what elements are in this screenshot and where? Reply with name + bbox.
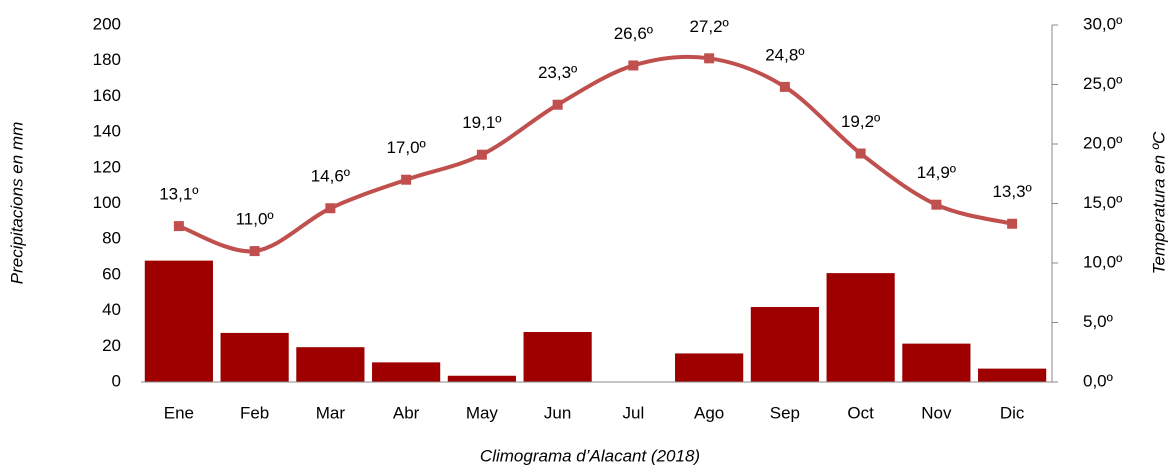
- data-label: 26,6º: [614, 24, 653, 43]
- data-label: 23,3º: [538, 63, 577, 82]
- marker: [779, 81, 790, 92]
- y2-tick-label: 5,0º: [1083, 312, 1113, 331]
- marker: [325, 203, 336, 214]
- data-label: 19,2º: [841, 112, 880, 131]
- x-tick-label: Nov: [921, 403, 952, 422]
- y-tick-label: 180: [93, 50, 121, 69]
- y-tick-label: 40: [102, 300, 121, 319]
- x-tick-label: Dic: [1000, 403, 1025, 422]
- marker: [249, 246, 260, 257]
- marker: [476, 149, 487, 160]
- line: [178, 54, 1013, 254]
- y2-tick-label: 15,0º: [1083, 193, 1122, 212]
- data-label: 19,1º: [462, 113, 501, 132]
- y-tick-label: 120: [93, 157, 121, 176]
- x-tick-label: Mar: [316, 403, 346, 422]
- bar: [902, 343, 971, 382]
- y-tick-label: 0: [112, 371, 121, 390]
- bar: [826, 273, 895, 382]
- y-tick-label: 200: [93, 14, 121, 33]
- y-tick-label: 80: [102, 229, 121, 248]
- x-tick-label: Jul: [623, 403, 645, 422]
- x-tick-label: Abr: [393, 403, 420, 422]
- y-tick-label: 140: [93, 122, 121, 141]
- marker: [931, 199, 942, 210]
- x-tick-label: Oct: [847, 403, 874, 422]
- bar: [144, 260, 213, 382]
- y2-tick-label: 20,0º: [1083, 133, 1122, 152]
- bar: [447, 375, 516, 382]
- data-label: 11,0º: [236, 210, 274, 229]
- marker: [173, 221, 184, 232]
- data-label: 24,8º: [765, 45, 804, 64]
- marker: [401, 174, 412, 185]
- bar: [675, 353, 744, 382]
- data-label: 14,9º: [917, 163, 956, 182]
- bar: [372, 362, 441, 382]
- y2-tick-label: 0,0º: [1083, 371, 1113, 390]
- x-tick-label: Ago: [694, 403, 724, 422]
- marker: [552, 99, 563, 110]
- x-tick-label: May: [466, 403, 499, 422]
- marker: [1007, 218, 1018, 229]
- data-label: 17,0º: [386, 138, 425, 157]
- marker: [855, 148, 866, 159]
- data-label: 13,3º: [992, 182, 1031, 201]
- x-tick-label: Jun: [544, 403, 571, 422]
- data-label: 27,2º: [689, 17, 728, 36]
- data-label: 13,1º: [159, 185, 198, 204]
- bar: [750, 307, 819, 382]
- y2-axis-label: Temperatura en ºC: [1149, 131, 1168, 274]
- data-label: 14,6º: [311, 167, 350, 186]
- bar: [220, 332, 289, 382]
- y2-tick-label: 10,0º: [1083, 252, 1122, 271]
- y-axis-label: Precipitacions en mm: [7, 122, 26, 285]
- y2-tick-label: 25,0º: [1083, 74, 1122, 93]
- y-tick-label: 20: [102, 336, 121, 355]
- marker: [704, 53, 715, 64]
- y-tick-label: 60: [102, 264, 121, 283]
- bar: [523, 332, 592, 382]
- marker: [628, 60, 639, 71]
- bar: [978, 368, 1047, 382]
- x-tick-label: Feb: [240, 403, 269, 422]
- x-tick-label: Sep: [770, 403, 800, 422]
- y-tick-label: 100: [93, 193, 121, 212]
- bar: [296, 347, 365, 382]
- x-tick-label: Ene: [164, 403, 194, 422]
- y-tick-label: 160: [93, 86, 121, 105]
- chart-title: Climograma d’Alacant (2018): [480, 446, 700, 465]
- y2-tick-label: 30,0º: [1083, 14, 1122, 33]
